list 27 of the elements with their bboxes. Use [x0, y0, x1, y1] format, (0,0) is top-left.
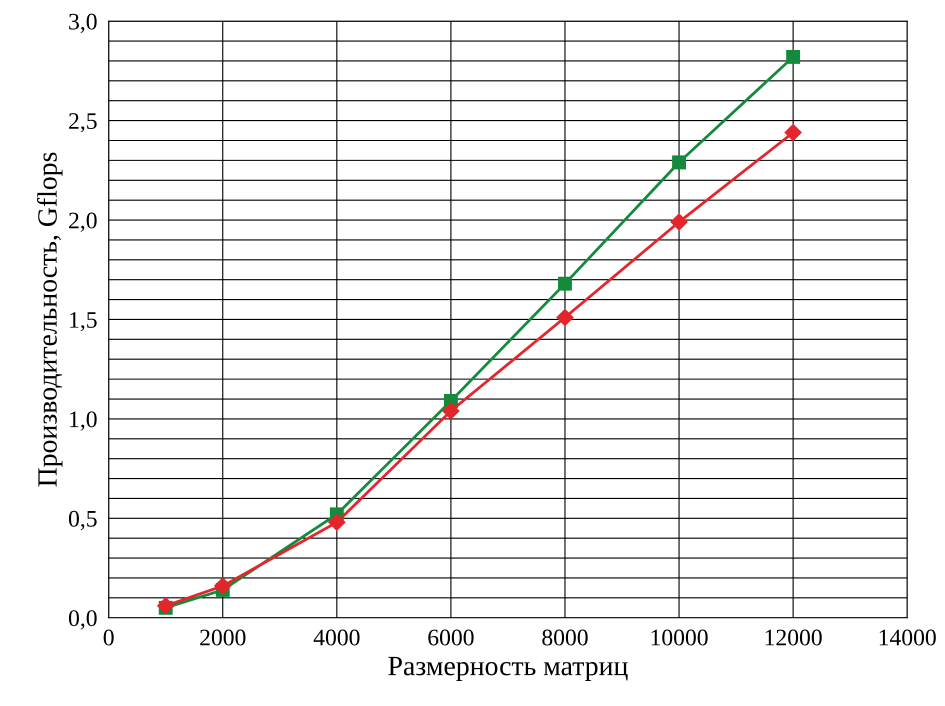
point: [214, 577, 232, 594]
y-tick-label: 1,5: [70, 312, 97, 332]
point: [442, 402, 460, 420]
y-tick-label: 1,0: [70, 411, 97, 431]
point: [328, 514, 346, 531]
x-axis-title: Размерность матриц: [388, 656, 628, 682]
x-tick-label: 14000: [880, 630, 936, 646]
y-tick-label: 2,0: [69, 212, 97, 232]
point: [786, 50, 800, 64]
point: [670, 213, 688, 231]
point: [556, 308, 574, 326]
x-tick-label: 10000: [652, 630, 708, 646]
x-tick-label: 2000: [200, 630, 246, 646]
point: [784, 124, 802, 142]
x-tick-label: 8000: [542, 630, 588, 646]
y-tick-label: 0,0: [68, 610, 97, 630]
point: [157, 597, 174, 614]
point: [672, 155, 686, 170]
x-tick-label: 4000: [314, 630, 360, 646]
x-tick-label: 6000: [428, 630, 474, 646]
y-tick-label: 3,0: [69, 14, 97, 33]
point: [558, 276, 572, 291]
y-tick-label: 0,5: [68, 510, 97, 530]
x-tick-label: 12000: [766, 630, 822, 646]
y-tick-label: 2,5: [69, 113, 97, 132]
x-tick-label: 0: [104, 630, 114, 646]
y-axis-title: Производительность, Gflops: [37, 152, 62, 487]
